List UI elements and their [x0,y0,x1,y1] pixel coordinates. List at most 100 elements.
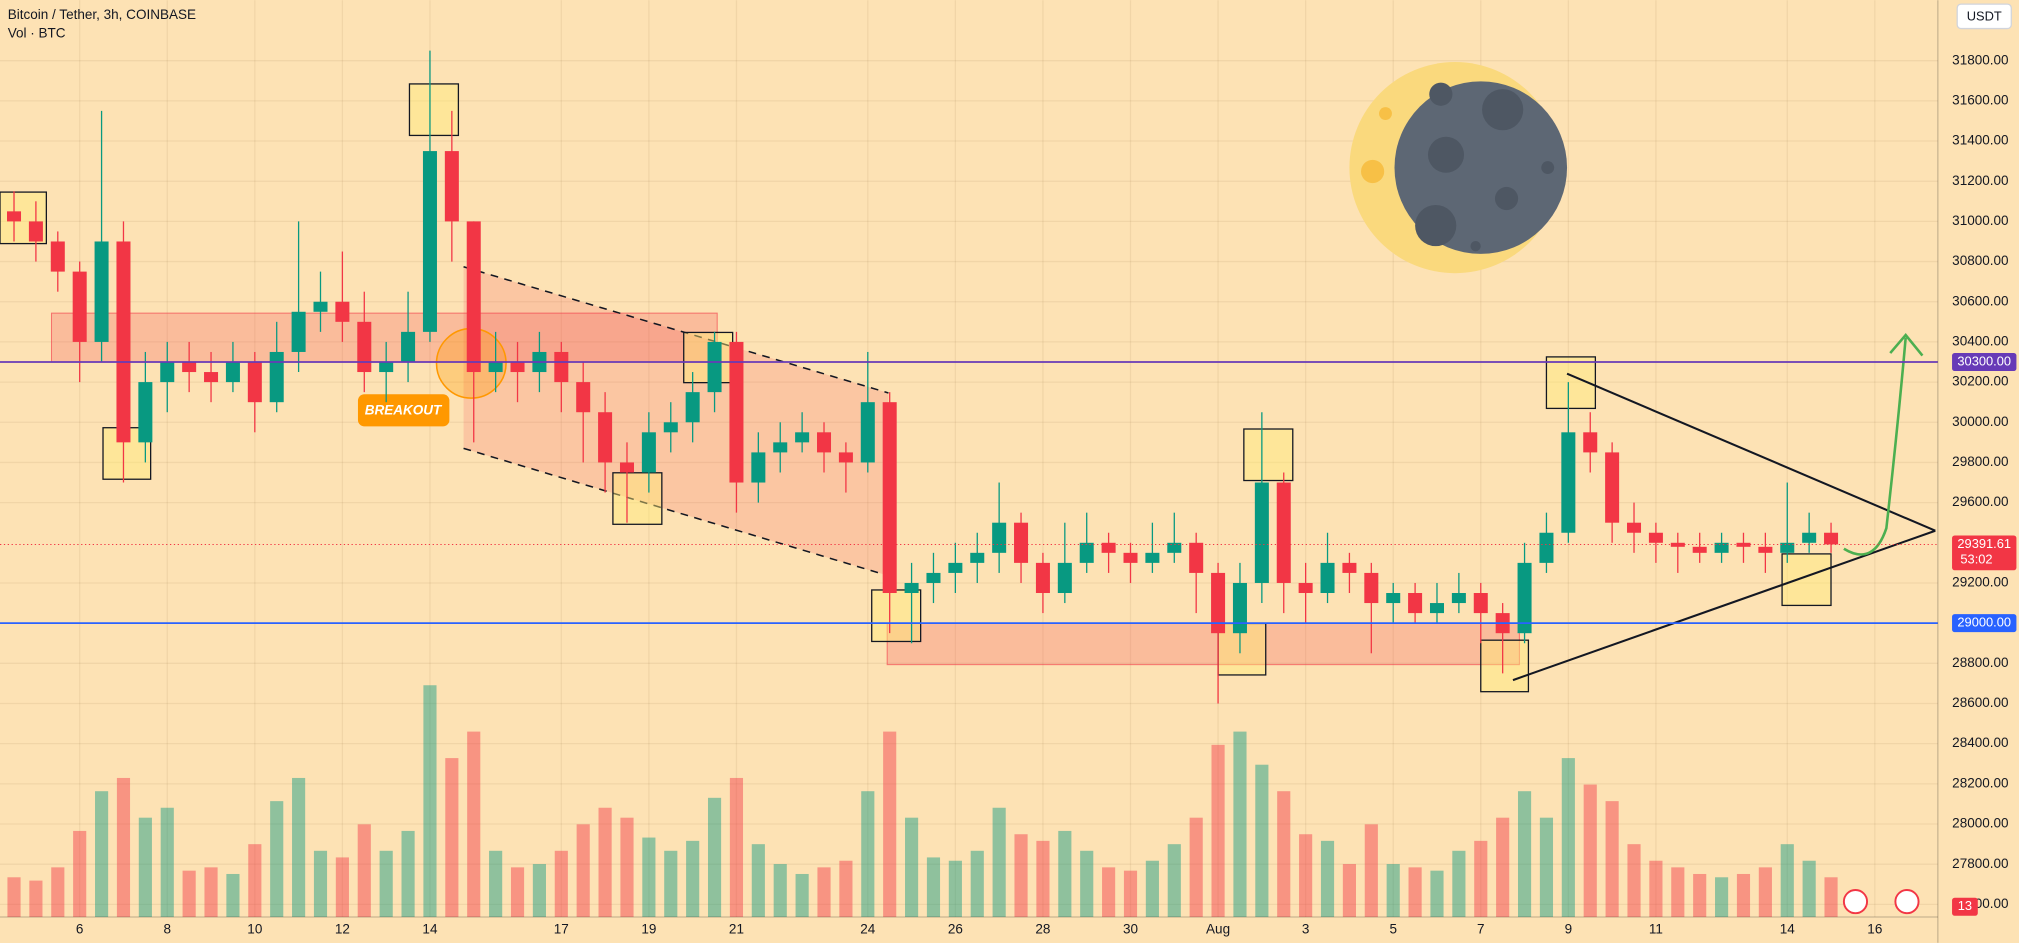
candle-body [291,311,306,352]
volume-bar [357,824,371,918]
currency[interactable]: USDT [1967,8,2002,23]
volume-title: Vol · BTC [8,25,66,40]
candle-body [1167,542,1182,553]
candle-body [72,271,87,342]
flag[interactable] [1842,889,1869,915]
y-tick-label: 29800.00 [1952,454,2008,469]
volume-bar [970,850,984,918]
volume-bar [1715,877,1729,918]
y-tick-label: 31200.00 [1952,173,2008,188]
volume-layer [7,685,1838,918]
box [1243,428,1294,482]
volume-bar [1780,844,1794,918]
support-zone [886,622,1520,666]
x-tick-label: 12 [335,921,350,936]
crater-light [1379,107,1392,120]
price-lines [0,361,1938,624]
volume-bar [707,797,722,918]
candle-body [444,151,459,222]
candle-body [1561,432,1576,533]
candle-body [1342,562,1357,573]
candle-body [1211,572,1226,634]
volume-bar [1671,867,1685,918]
candle-body [1780,542,1795,553]
countdown: 53:02 [1960,551,1992,566]
candle-body [94,241,109,342]
volume-bar [1627,844,1641,918]
y-tick-label: 31400.00 [1952,133,2008,148]
y-tick-label: 31000.00 [1952,213,2008,228]
candle-body [225,362,240,383]
x-tick-label: 5 [1389,921,1397,936]
x-tick-label: 26 [948,921,963,936]
volume-bar [795,873,809,918]
candle-body [1014,522,1029,563]
candle-body [1035,562,1050,594]
candle-body [138,382,153,443]
volume-bar [1561,758,1575,918]
resistance-zone [50,312,718,363]
candle-body [422,151,437,332]
x-tick-label: 24 [860,921,876,936]
x-tick-label: 7 [1477,921,1485,936]
candle-body [817,432,832,453]
candle-body [1517,562,1532,634]
channel [463,266,889,576]
volume-bar [423,685,437,918]
y-tick-label: 30600.00 [1952,293,2008,308]
x-tick-label: 9 [1565,921,1573,936]
volume-bar [1824,877,1838,918]
volume-bar [1080,850,1094,918]
candle-body [204,372,219,383]
flag[interactable] [1894,889,1920,915]
price-label: 29000.00 [1957,615,2011,630]
volume-bar [7,877,21,918]
candles [7,50,1839,704]
candle-body [1670,542,1685,547]
candle-body [116,241,131,443]
candle-body [50,241,65,272]
breakout-label: BREAKOUT [365,403,443,418]
volume-bar [883,731,897,918]
volume-bar [379,850,393,918]
x-tick-label: 19 [641,921,656,936]
volume-bar [686,840,700,918]
candle-body [751,452,766,483]
candle-body [1057,562,1072,594]
candle-body [904,582,919,594]
x-tick-label: 30 [1123,921,1138,936]
volume-bar [1539,817,1554,918]
candle-body [554,351,569,383]
volume-bar [73,830,87,918]
crater [1482,89,1524,131]
arrow-head [1889,333,1924,357]
candle-body [992,522,1007,553]
currency-box[interactable] [1956,3,2012,30]
axes: 27600.0027800.0028000.0028200.0028400.00… [76,52,2017,936]
candle-body [7,211,22,222]
volume-bar [1211,744,1225,918]
candle-body [335,301,350,322]
breakout-badge [357,394,450,427]
y-tick-label: 27800.00 [1952,856,2008,871]
y-tick-label: 28800.00 [1952,655,2008,670]
volume-bar [992,807,1006,918]
volume-bar [1036,840,1050,918]
candle-body [1627,522,1642,533]
volume-bar [1320,840,1335,918]
event-flags [1842,889,1920,915]
volume-bar [1496,817,1510,918]
volume-bar [751,844,765,918]
candle-body [1802,532,1817,543]
candle-body [663,422,678,433]
volume-bar [467,731,481,918]
x-tick-label: 11 [1649,921,1663,936]
volume-bar [729,777,744,918]
volume-bar [401,830,415,918]
candle-body [1583,432,1598,453]
crater [1541,161,1555,175]
x-tick-label: 28 [1035,921,1050,936]
channel-bottom [463,447,889,577]
candle-body [795,432,810,443]
